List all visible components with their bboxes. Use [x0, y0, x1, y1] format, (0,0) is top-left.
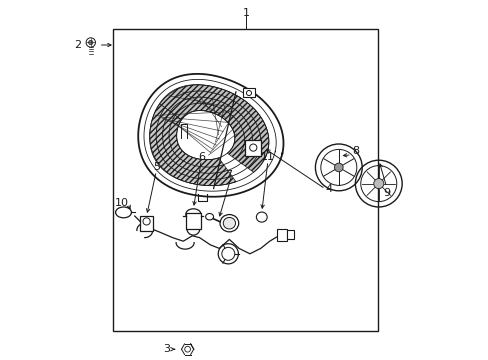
Ellipse shape: [205, 213, 213, 220]
Text: 11: 11: [261, 152, 274, 162]
Text: 3: 3: [163, 344, 170, 354]
Text: 5: 5: [152, 162, 160, 172]
Bar: [140, 216, 153, 231]
Ellipse shape: [256, 212, 266, 222]
Text: 4: 4: [325, 184, 332, 194]
Circle shape: [373, 179, 383, 189]
Bar: [245, 140, 261, 156]
Text: 8: 8: [352, 146, 359, 156]
Text: 2: 2: [75, 40, 81, 50]
Polygon shape: [159, 85, 268, 172]
Ellipse shape: [223, 217, 235, 229]
Bar: [186, 213, 200, 229]
Text: 9: 9: [383, 188, 389, 198]
Text: 7: 7: [224, 170, 231, 180]
Circle shape: [88, 40, 93, 45]
Ellipse shape: [220, 215, 238, 232]
Bar: [242, 88, 255, 97]
Bar: [113, 29, 377, 331]
Bar: [286, 230, 294, 239]
Text: 6: 6: [197, 152, 204, 162]
Text: 10: 10: [114, 198, 128, 208]
Ellipse shape: [115, 207, 131, 218]
Text: 1: 1: [243, 8, 249, 18]
Ellipse shape: [185, 209, 201, 220]
Polygon shape: [149, 104, 236, 186]
Circle shape: [334, 163, 343, 172]
Bar: [276, 229, 286, 241]
